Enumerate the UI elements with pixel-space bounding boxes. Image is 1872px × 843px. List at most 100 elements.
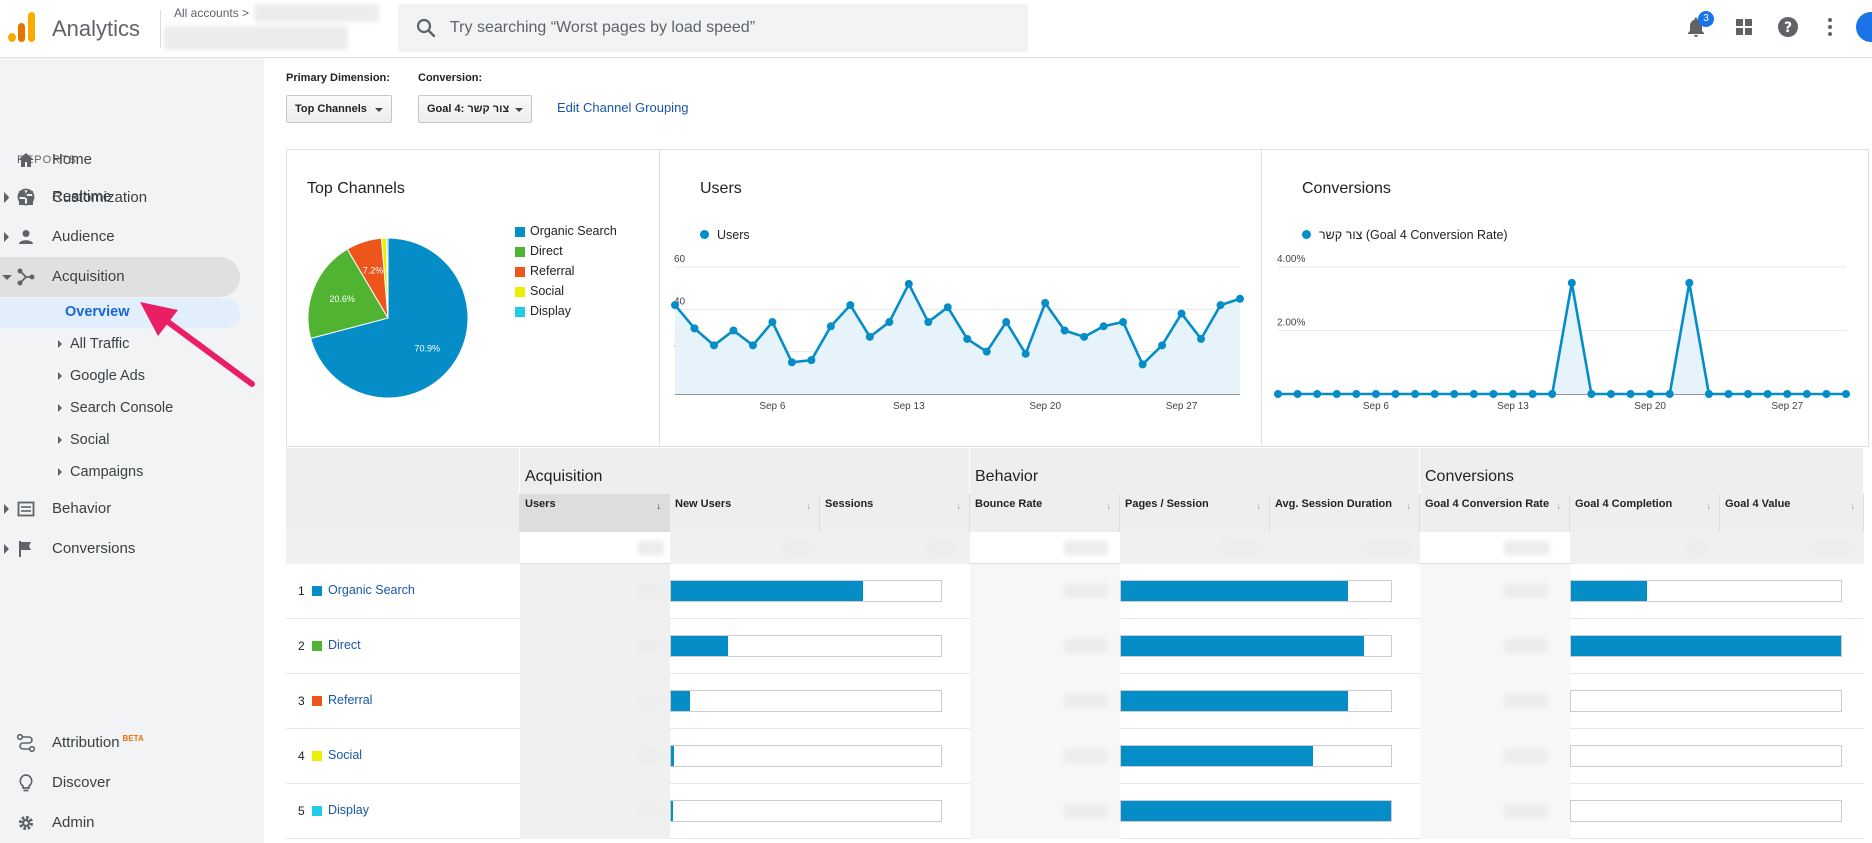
data-point[interactable]: [1060, 326, 1069, 335]
edit-channel-grouping-link[interactable]: Edit Channel Grouping: [557, 100, 689, 115]
data-point[interactable]: [1371, 390, 1380, 398]
new-users-column-header[interactable]: New Users ↓: [670, 494, 820, 532]
users-column-header[interactable]: Users ↓: [520, 494, 670, 532]
data-point[interactable]: [1783, 390, 1792, 398]
channel-link[interactable]: Display: [328, 803, 369, 817]
sidebar-item-realtime[interactable]: Realtime: [0, 177, 240, 217]
data-point[interactable]: [1411, 390, 1420, 398]
data-point[interactable]: [1724, 390, 1733, 398]
data-point[interactable]: [1002, 318, 1011, 327]
pie-slice[interactable]: [385, 237, 389, 319]
data-point[interactable]: [904, 279, 913, 288]
data-point[interactable]: [1021, 349, 1030, 358]
sessions-column-header[interactable]: Sessions ↓: [820, 494, 970, 532]
sidebar-item-attribution[interactable]: Attribution BETA: [0, 723, 240, 763]
data-point[interactable]: [1293, 390, 1302, 398]
data-point[interactable]: [1606, 390, 1615, 398]
sidebar-item-audience[interactable]: Audience: [0, 217, 240, 257]
data-point[interactable]: [885, 318, 894, 327]
data-point[interactable]: [1842, 390, 1850, 398]
help-button[interactable]: ?: [1776, 15, 1804, 43]
data-point[interactable]: [1704, 390, 1713, 398]
data-point[interactable]: [1567, 278, 1576, 287]
data-point[interactable]: [1352, 390, 1361, 398]
sidebar-item-behavior[interactable]: Behavior: [0, 489, 240, 529]
sidebar-item-admin[interactable]: Admin: [0, 803, 240, 843]
channel-link[interactable]: Social: [328, 748, 363, 762]
data-point[interactable]: [787, 358, 796, 367]
sidebar-item-google-ads[interactable]: Google Ads: [0, 362, 240, 392]
data-point[interactable]: [1822, 390, 1831, 398]
data-point[interactable]: [982, 347, 991, 356]
data-point[interactable]: [1665, 390, 1674, 398]
avatar[interactable]: [1856, 12, 1872, 42]
account-selector[interactable]: All accounts >: [174, 6, 249, 20]
sidebar-item-conversions[interactable]: Conversions: [0, 529, 240, 569]
data-point[interactable]: [1080, 332, 1089, 341]
data-point[interactable]: [1548, 390, 1557, 398]
data-point[interactable]: [943, 303, 952, 312]
data-point[interactable]: [671, 301, 679, 310]
conversion-dropdown[interactable]: Goal 4: צור קשר: [418, 95, 532, 123]
data-point[interactable]: [1274, 390, 1282, 398]
data-point[interactable]: [1489, 390, 1498, 398]
apps-button[interactable]: [1732, 15, 1760, 43]
pages-session-column-header[interactable]: Pages / Session ↓: [1120, 494, 1270, 532]
analytics-logo-icon[interactable]: [8, 12, 36, 42]
data-point[interactable]: [1391, 390, 1400, 398]
data-point[interactable]: [1119, 318, 1128, 327]
channel-link[interactable]: Organic Search: [328, 583, 415, 597]
data-point[interactable]: [1236, 294, 1244, 303]
data-point[interactable]: [1177, 309, 1186, 318]
data-point[interactable]: [1763, 390, 1772, 398]
notifications-button[interactable]: 3: [1684, 11, 1714, 43]
sidebar-item-search-console[interactable]: Search Console: [0, 394, 240, 424]
pie-slice[interactable]: [307, 248, 389, 339]
data-point[interactable]: [768, 318, 777, 327]
data-point[interactable]: [1158, 341, 1167, 350]
data-point[interactable]: [1197, 334, 1206, 343]
data-point[interactable]: [748, 341, 757, 350]
sidebar-item-acquisition[interactable]: Acquisition: [0, 257, 240, 297]
sidebar-item-discover[interactable]: Discover: [0, 763, 240, 803]
data-point[interactable]: [865, 332, 874, 341]
bounce-rate-column-header[interactable]: Bounce Rate ↓: [970, 494, 1120, 532]
top-channels-pie-chart[interactable]: 70.9% 20.6% 7.2%: [307, 237, 469, 399]
data-point[interactable]: [1528, 390, 1537, 398]
data-point[interactable]: [1646, 390, 1655, 398]
data-point[interactable]: [1685, 278, 1694, 287]
data-point[interactable]: [1509, 390, 1518, 398]
data-point[interactable]: [1626, 390, 1635, 398]
property-name-redacted[interactable]: [164, 26, 348, 50]
sidebar-item-overview[interactable]: Overview: [0, 298, 240, 328]
channel-link[interactable]: Referral: [328, 693, 373, 707]
avg-duration-column-header[interactable]: Avg. Session Duration ↓: [1270, 494, 1420, 532]
search-input[interactable]: [450, 10, 1010, 46]
goal-value-column-header[interactable]: Goal 4 Value ↓: [1720, 494, 1864, 532]
goal-rate-column-header[interactable]: Goal 4 Conversion Rate ↓: [1420, 494, 1570, 532]
data-point[interactable]: [1313, 390, 1322, 398]
conversions-line-chart[interactable]: 2.00% 4.00% Sep 6 Sep 13 Sep 20 Sep 27: [1262, 250, 1868, 430]
data-point[interactable]: [963, 334, 972, 343]
data-point[interactable]: [826, 322, 835, 331]
data-point[interactable]: [1138, 360, 1147, 369]
sidebar-item-social[interactable]: Social: [0, 426, 240, 456]
data-point[interactable]: [924, 318, 933, 327]
data-point[interactable]: [1744, 390, 1753, 398]
data-point[interactable]: [1802, 390, 1811, 398]
sidebar-item-home[interactable]: Home: [0, 140, 240, 180]
data-point[interactable]: [1430, 390, 1439, 398]
channel-link[interactable]: Direct: [328, 638, 361, 652]
data-point[interactable]: [709, 341, 718, 350]
search-box[interactable]: [398, 4, 1028, 52]
data-point[interactable]: [1099, 322, 1108, 331]
pie-slice[interactable]: [310, 237, 469, 399]
data-point[interactable]: [1450, 390, 1459, 398]
primary-dimension-dropdown[interactable]: Top Channels: [286, 95, 392, 123]
sidebar-item-campaigns[interactable]: Campaigns: [0, 458, 240, 488]
data-point[interactable]: [1041, 298, 1050, 307]
more-options-button[interactable]: [1818, 15, 1846, 43]
data-point[interactable]: [729, 326, 738, 335]
data-point[interactable]: [1587, 390, 1596, 398]
